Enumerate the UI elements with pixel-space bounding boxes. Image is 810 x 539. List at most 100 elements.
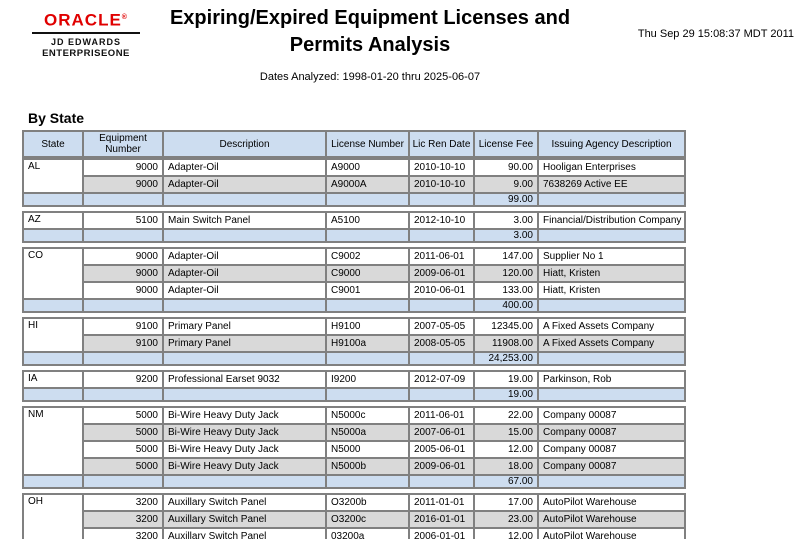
column-header-issuing-agency-description: Issuing Agency Description <box>537 130 686 158</box>
table-row: IA 9200 Professional Earset 9032 I9200 2012-… <box>22 370 686 389</box>
issuing-agency-cell: Company 00087 <box>537 406 686 425</box>
section-title-by-state: By State <box>28 110 85 126</box>
license-fee-cell: 9.00 <box>473 175 539 194</box>
empty-total-cell <box>82 387 164 402</box>
state-group-ia: IA 9200 Professional Earset 9032 I9200 2012-… <box>22 370 686 402</box>
description-cell: Bi-Wire Heavy Duty Jack <box>162 440 327 459</box>
equipment-number-cell: 9200 <box>82 370 164 389</box>
dates-analyzed-text: Dates Analyzed: 1998-01-20 thru 2025-06-… <box>259 71 481 83</box>
state-group-nm: NM 5000 Bi-Wire Heavy Duty Jack N5000c 2011-… <box>22 406 686 489</box>
empty-total-cell <box>82 298 164 313</box>
description-cell: Main Switch Panel <box>162 211 327 230</box>
description-cell: Bi-Wire Heavy Duty Jack <box>162 423 327 442</box>
column-header-state: State <box>22 130 84 158</box>
license-fee-cell: 147.00 <box>473 247 539 266</box>
lic-ren-date-cell: 2012-10-10 <box>408 211 475 230</box>
equipment-number-cell: 5000 <box>82 440 164 459</box>
empty-total-cell <box>537 298 686 313</box>
state-cell: NM <box>22 406 84 476</box>
lic-ren-date-cell: 2007-06-01 <box>408 423 475 442</box>
equipment-number-cell: 9100 <box>82 317 164 336</box>
license-fee-cell: 22.00 <box>473 406 539 425</box>
empty-total-cell <box>325 387 410 402</box>
state-cell: CO <box>22 247 84 300</box>
state-cell: IA <box>22 370 84 389</box>
description-cell: Bi-Wire Heavy Duty Jack <box>162 457 327 476</box>
state-group-oh: OH 3200 Auxillary Switch Panel O3200b 2011-0… <box>22 493 686 539</box>
description-cell: Auxillary Switch Panel <box>162 510 327 529</box>
lic-ren-date-cell: 2009-06-01 <box>408 264 475 283</box>
equipment-number-cell: 3200 <box>82 510 164 529</box>
empty-total-cell <box>537 192 686 207</box>
column-header-equipment-number: Equipment Number <box>82 130 164 158</box>
issuing-agency-cell: 7638269 Active EE <box>537 175 686 194</box>
equipment-number-cell: 5000 <box>82 423 164 442</box>
issuing-agency-cell: Hiatt, Kristen <box>537 264 686 283</box>
description-cell: Professional Earset 9032 <box>162 370 327 389</box>
logo-enterpriseone: ENTERPRISEONE <box>42 47 130 59</box>
license-fee-cell: 19.00 <box>473 370 539 389</box>
column-header-license-fee: License Fee <box>473 130 539 158</box>
state-total-fee: 3.00 <box>473 228 539 243</box>
equipment-number-cell: 3200 <box>82 527 164 539</box>
state-cell: HI <box>22 317 84 353</box>
oracle-jde-logo: ORACLE® JD EDWARDS ENTERPRISEONE <box>30 8 142 60</box>
equipment-number-cell: 9000 <box>82 281 164 300</box>
license-fee-cell: 133.00 <box>473 281 539 300</box>
column-header-license-number: License Number <box>325 130 410 158</box>
license-fee-cell: 15.00 <box>473 423 539 442</box>
equipment-number-cell: 9100 <box>82 334 164 353</box>
empty-total-cell <box>22 228 84 243</box>
equipment-number-cell: 5000 <box>82 406 164 425</box>
report-title-line1: Expiring/Expired Equipment Licenses and <box>169 7 571 29</box>
empty-total-cell <box>162 298 327 313</box>
oracle-wordmark: ORACLE® <box>44 10 128 30</box>
lic-ren-date-cell: 2010-10-10 <box>408 175 475 194</box>
state-cell: AL <box>22 158 84 194</box>
state-group-hi: HI 9100 Primary Panel H9100 2007-05-05 12345.… <box>22 317 686 366</box>
table-row: OH 3200 Auxillary Switch Panel O3200b 2011-0… <box>22 493 686 539</box>
license-number-cell: O3200c <box>325 510 410 529</box>
lic-ren-date-cell: 2016-01-01 <box>408 510 475 529</box>
equipment-number-cell: 9000 <box>82 264 164 283</box>
lic-ren-date-cell: 2011-01-01 <box>408 493 475 512</box>
empty-total-cell <box>408 298 475 313</box>
issuing-agency-cell: Hiatt, Kristen <box>537 281 686 300</box>
empty-total-cell <box>162 387 327 402</box>
issuing-agency-cell: AutoPilot Warehouse <box>537 493 686 512</box>
license-number-cell: I9200 <box>325 370 410 389</box>
license-number-cell: A9000A <box>325 175 410 194</box>
state-total-row: 67.00 <box>22 474 686 489</box>
empty-total-cell <box>537 387 686 402</box>
table-row: 5000 Bi-Wire Heavy Duty Jack N5000 2005-06-… <box>23 440 686 459</box>
report-title-line2: Permits Analysis <box>289 34 451 56</box>
logo-jd-edwards: JD EDWARDS <box>50 36 121 47</box>
empty-total-cell <box>325 298 410 313</box>
license-number-cell: N5000 <box>325 440 410 459</box>
empty-total-cell <box>22 474 84 489</box>
state-total-row: 3.00 <box>22 228 686 243</box>
empty-total-cell <box>537 474 686 489</box>
license-fee-cell: 3.00 <box>473 211 539 230</box>
table-row: 3200 Auxillary Switch Panel O3200c 2016-01-… <box>23 510 686 529</box>
description-cell: Adapter-Oil <box>162 158 327 177</box>
license-fee-cell: 12345.00 <box>473 317 539 336</box>
issuing-agency-cell: A Fixed Assets Company <box>537 334 686 353</box>
state-group-al: AL 9000 Adapter-Oil A9000 2010-10-10 90.00 Hoo… <box>22 158 686 207</box>
state-group-co: CO 9000 Adapter-Oil C9002 2011-06-01 147.00 Su… <box>22 247 686 313</box>
table-row: HI 9100 Primary Panel H9100 2007-05-05 12345.… <box>22 317 686 353</box>
license-number-cell: C9001 <box>325 281 410 300</box>
license-fee-cell: 12.00 <box>473 440 539 459</box>
empty-total-cell <box>325 474 410 489</box>
license-fee-cell: 90.00 <box>473 158 539 177</box>
lic-ren-date-cell: 2008-05-05 <box>408 334 475 353</box>
lic-ren-date-cell: 2011-06-01 <box>408 247 475 266</box>
license-number-cell: N5000b <box>325 457 410 476</box>
state-total-fee: 99.00 <box>473 192 539 207</box>
state-total-row: 99.00 <box>22 192 686 207</box>
table-row: 9000 Adapter-Oil A9000A 2010-10-10 9.00 76382… <box>23 175 686 194</box>
description-cell: Adapter-Oil <box>162 247 327 266</box>
empty-total-cell <box>325 351 410 366</box>
logo-divider <box>32 31 140 34</box>
state-group-az: AZ 5100 Main Switch Panel A5100 2012-10-10 3.… <box>22 211 686 243</box>
